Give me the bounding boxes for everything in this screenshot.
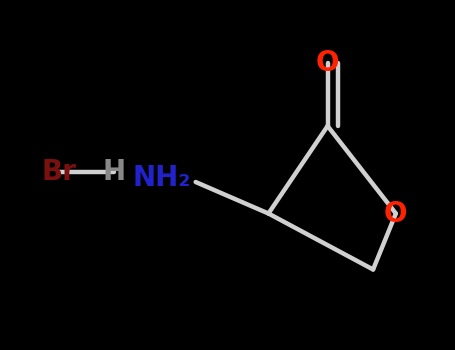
Text: O: O: [316, 49, 339, 77]
Text: O: O: [384, 199, 408, 228]
Text: H: H: [102, 158, 125, 186]
Text: NH₂: NH₂: [133, 164, 191, 193]
Text: Br: Br: [42, 158, 76, 186]
